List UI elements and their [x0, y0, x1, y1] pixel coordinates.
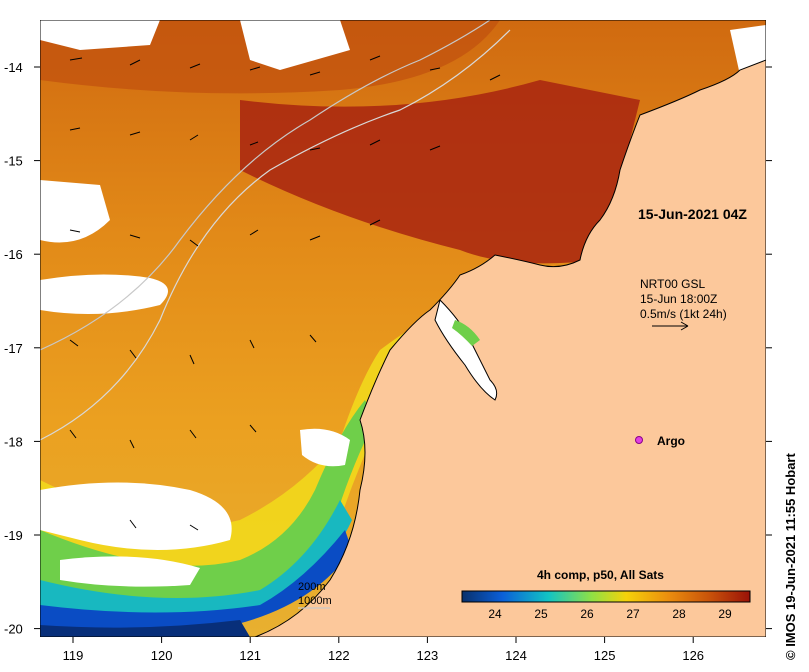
- longitude-axis: 119 120 121 122 123 124 125 126: [63, 637, 704, 663]
- colorbar-tick-label: 27: [626, 607, 640, 621]
- x-tick-label: 122: [328, 648, 350, 663]
- isobath-200m: [40, 29, 511, 441]
- no-data-patch: [40, 20, 160, 50]
- colorbar-tick-label: 25: [534, 607, 548, 621]
- isobath-200m-label: 200m: [298, 581, 326, 593]
- colorbar-ticks: 24 25 26 27 28 29: [488, 607, 732, 621]
- y-tick-label: -19: [4, 528, 23, 543]
- y-tick-label: -17: [4, 341, 23, 356]
- y-tick-label: -20: [4, 622, 23, 637]
- blue-band: [40, 530, 352, 637]
- current-scale-arrow: [652, 321, 689, 331]
- y-tick-label: -16: [4, 247, 23, 262]
- x-tick-label: 119: [63, 648, 84, 663]
- colorbar-tick-label: 28: [672, 607, 686, 621]
- isobath-1000m: [40, 20, 491, 351]
- isobath-1000m-label: 1000m: [298, 595, 332, 607]
- x-tick-label: 125: [594, 648, 616, 663]
- hot-core: [240, 80, 640, 264]
- argo-label: Argo: [657, 434, 685, 448]
- currents-time: 15-Jun 18:00Z: [640, 292, 717, 306]
- no-data-patch: [40, 274, 168, 314]
- colorbar-title: 4h comp, p50, All Sats: [537, 568, 664, 582]
- currents-source: NRT00 GSL: [640, 277, 705, 291]
- y-tick-label: -15: [4, 154, 23, 169]
- no-data-patch: [300, 428, 350, 467]
- y-tick-label: -14: [4, 60, 23, 75]
- map-panel: Argo 15-Jun-2021 04Z NRT00 GSL 15-Jun 18…: [40, 20, 766, 637]
- credit-line: © IMOS 19-Jun-2021 11:55 Hobart: [783, 453, 798, 660]
- colorbar-scale: [461, 590, 751, 603]
- x-tick-label: 126: [682, 648, 704, 663]
- x-tick-label: 123: [417, 648, 439, 663]
- king-sound-green: [452, 320, 480, 346]
- x-tick-label: 124: [505, 648, 527, 663]
- current-scale-label: 0.5m/s (1kt 24h): [640, 307, 727, 321]
- colorbar-tick-label: 26: [580, 607, 594, 621]
- no-data-patch: [40, 482, 232, 550]
- argo-marker[interactable]: [635, 436, 643, 444]
- colorbar: 4h comp, p50, All Sats 24 25 26 27 28 29: [461, 568, 751, 621]
- x-tick-label: 121: [239, 648, 261, 663]
- composite-time: 15-Jun-2021 04Z: [638, 206, 747, 222]
- no-data-patch: [60, 556, 200, 587]
- x-tick-label: 120: [151, 648, 173, 663]
- no-data-patch: [40, 180, 110, 243]
- current-vectors: [69, 55, 501, 531]
- land-mass: [254, 59, 766, 637]
- colorbar-tick-label: 29: [718, 607, 732, 621]
- y-tick-label: -18: [4, 434, 23, 449]
- colorbar-tick-label: 24: [488, 607, 502, 621]
- no-data-patch: [240, 20, 350, 70]
